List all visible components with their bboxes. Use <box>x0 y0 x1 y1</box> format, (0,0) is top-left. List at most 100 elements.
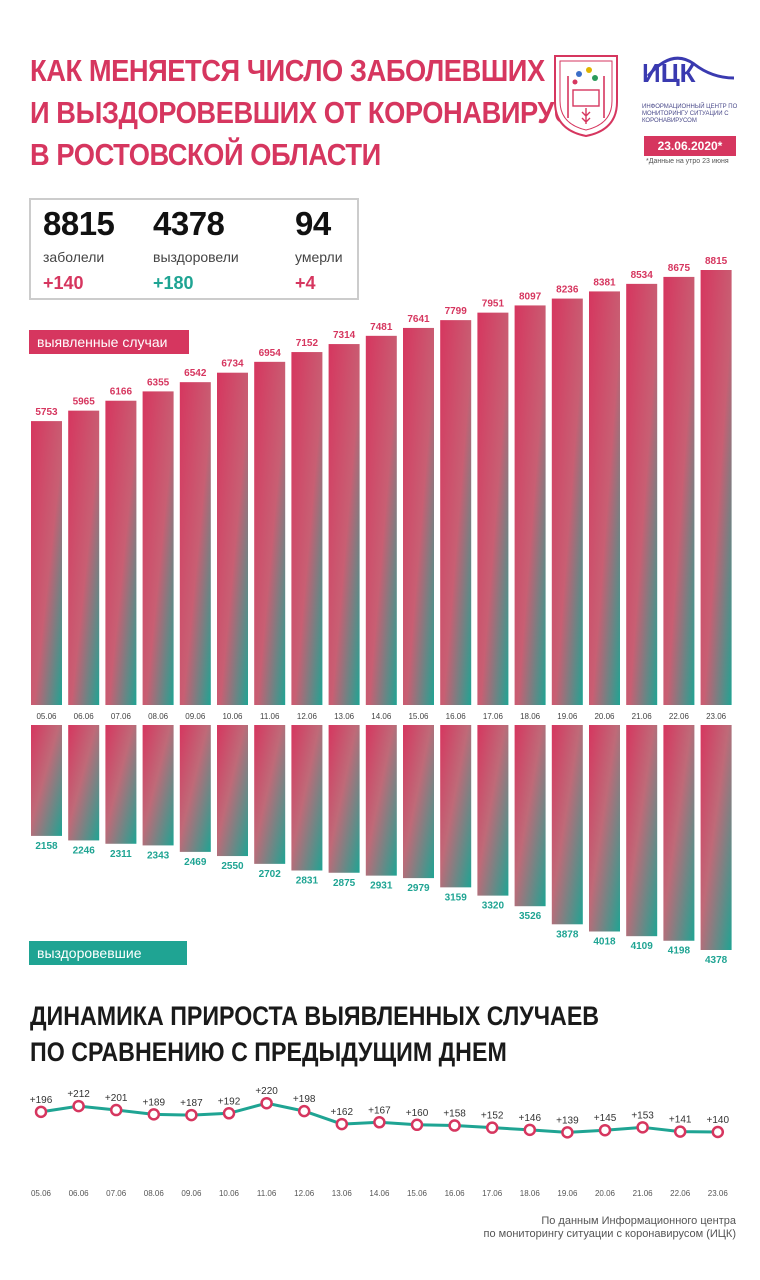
source-line-1: По данным Информационного центра <box>541 1215 736 1227</box>
date-tick-label: 16.06 <box>446 712 467 721</box>
date-tick-label: 21.06 <box>632 712 653 721</box>
recovered-bar <box>254 725 286 864</box>
date-tick-label: 07.06 <box>111 712 132 721</box>
stat-deaths-label: умерли <box>295 249 343 265</box>
growth-point <box>373 1116 386 1129</box>
recovered-bar <box>551 725 583 925</box>
recovered-bar <box>440 725 472 888</box>
cases-bar <box>142 391 174 705</box>
recovered-value-label: 4378 <box>705 955 728 966</box>
recovered-bar <box>31 725 62 836</box>
growth-date-tick: 17.06 <box>482 1189 503 1198</box>
recovered-value-label: 3526 <box>519 911 542 922</box>
growth-date-tick: 09.06 <box>181 1189 202 1198</box>
recovered-bar <box>105 725 137 844</box>
growth-point <box>711 1125 725 1139</box>
recovered-value-label: 2343 <box>147 850 170 861</box>
stat-recovered: 4378 выздоровели +180 <box>153 204 239 296</box>
cases-bar <box>551 298 583 705</box>
growth-value-label: +189 <box>143 1097 166 1108</box>
recovered-bar <box>589 725 620 932</box>
cases-value-label: 8675 <box>668 263 691 274</box>
growth-value-label: +140 <box>707 1115 730 1126</box>
cases-bar <box>440 320 472 705</box>
date-note: *Данные на утро 23 июня <box>646 158 729 165</box>
recovered-value-label: 2550 <box>221 861 244 872</box>
cases-value-label: 8097 <box>519 291 542 302</box>
cases-value-label: 6954 <box>259 348 282 359</box>
growth-value-label: +201 <box>105 1093 128 1104</box>
date-tick-label: 17.06 <box>483 712 504 721</box>
date-tick-label: 12.06 <box>297 712 318 721</box>
cases-legend-pill: выявленные случаи <box>29 330 189 354</box>
recovered-bar <box>179 725 211 852</box>
growth-point <box>561 1126 574 1139</box>
cases-bar <box>403 327 434 705</box>
stat-deaths: 94 умерли +4 <box>295 204 343 296</box>
recovered-value-label: 2931 <box>370 881 393 892</box>
date-tick-label: 18.06 <box>520 712 541 721</box>
growth-point <box>335 1117 349 1131</box>
stat-cases-value: 8815 <box>43 205 115 242</box>
growth-title-line-1: ДИНАМИКА ПРИРОСТА ВЫЯВЛЕННЫХ СЛУЧАЕВ <box>30 1001 600 1031</box>
cases-bar <box>365 335 397 705</box>
cases-bar <box>254 361 286 705</box>
recovered-value-label: 2469 <box>184 857 207 868</box>
recovered-bar <box>68 725 100 841</box>
recovered-bar <box>403 725 434 879</box>
stat-cases-increment: +140 <box>43 273 84 293</box>
cases-value-label: 6542 <box>184 368 207 379</box>
growth-date-tick: 13.06 <box>332 1189 353 1198</box>
title-line-3: В РОСТОВСКОЙ ОБЛАСТИ <box>30 137 381 172</box>
growth-date-tick: 07.06 <box>106 1189 127 1198</box>
cases-bar <box>589 291 620 705</box>
cases-value-label: 8381 <box>593 277 616 288</box>
recovered-value-label: 3878 <box>556 929 579 940</box>
growth-date-tick: 19.06 <box>557 1189 578 1198</box>
growth-value-label: +160 <box>406 1108 429 1119</box>
growth-point <box>410 1118 424 1132</box>
coat-of-arms-icon <box>554 55 618 138</box>
date-tick-label: 23.06 <box>706 712 727 721</box>
stat-cases-label: заболели <box>43 249 105 265</box>
cases-bar <box>514 305 546 705</box>
stat-recovered-value: 4378 <box>153 205 225 242</box>
stat-recovered-label: выздоровели <box>153 249 239 265</box>
cases-bar <box>328 344 360 705</box>
cases-recovered-bar-chart: 5753 05.06 2158 5965 06.06 2246 6166 07.06 2311 6… <box>31 256 732 966</box>
recovered-value-label: 3320 <box>482 901 505 912</box>
growth-section-title: ДИНАМИКА ПРИРОСТА ВЫЯВЛЕННЫХ СЛУЧАЕВ ПО … <box>30 998 600 1070</box>
growth-point <box>636 1121 649 1134</box>
growth-point <box>448 1119 461 1132</box>
growth-value-label: +196 <box>30 1095 53 1106</box>
recovered-bar <box>142 725 174 846</box>
date-tick-label: 22.06 <box>669 712 690 721</box>
recovered-value-label: 2702 <box>259 869 282 880</box>
date-tick-label: 10.06 <box>222 712 243 721</box>
cases-value-label: 6166 <box>110 387 133 398</box>
date-tick-label: 09.06 <box>185 712 206 721</box>
title-line-1: КАК МЕНЯЕТСЯ ЧИСЛО ЗАБОЛЕВШИХ <box>30 53 545 88</box>
growth-point <box>523 1123 537 1137</box>
recovered-value-label: 2831 <box>296 875 319 886</box>
growth-point <box>485 1121 499 1134</box>
growth-point <box>222 1107 236 1120</box>
recovered-value-label: 2875 <box>333 878 356 889</box>
growth-date-tick: 23.06 <box>708 1189 729 1198</box>
recovered-bar <box>663 725 695 941</box>
date-tick-label: 08.06 <box>148 712 169 721</box>
cases-value-label: 6734 <box>221 359 244 370</box>
recovered-bar <box>700 725 732 950</box>
growth-date-tick: 16.06 <box>445 1189 466 1198</box>
date-tick-label: 05.06 <box>36 712 57 721</box>
growth-date-tick: 20.06 <box>595 1189 616 1198</box>
growth-date-tick: 14.06 <box>369 1189 390 1198</box>
growth-date-tick: 15.06 <box>407 1189 428 1198</box>
growth-date-tick: 05.06 <box>31 1189 52 1198</box>
growth-date-tick: 11.06 <box>257 1189 277 1198</box>
cases-value-label: 8236 <box>556 285 579 296</box>
cases-bar <box>663 276 695 705</box>
recovered-bar <box>514 725 546 907</box>
growth-value-label: +198 <box>293 1094 316 1105</box>
cases-bar <box>217 372 248 705</box>
